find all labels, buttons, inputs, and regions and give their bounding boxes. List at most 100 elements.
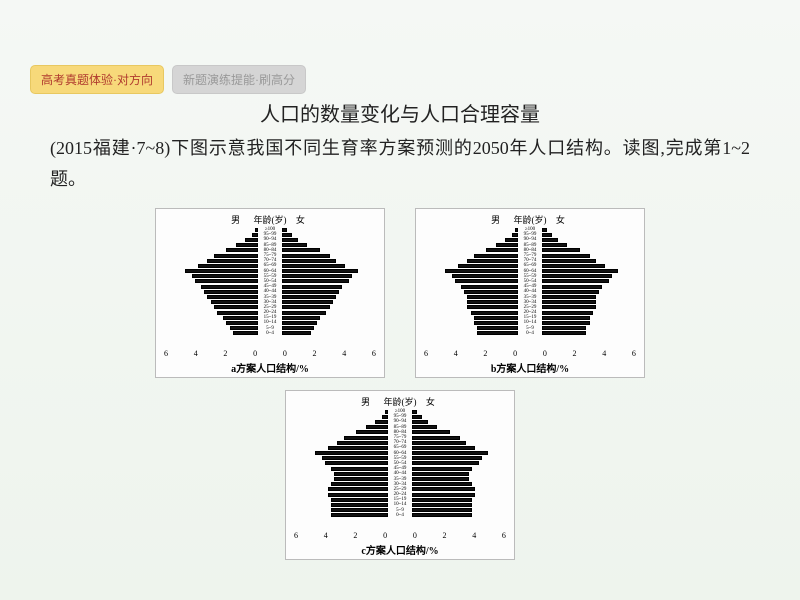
bar-male	[445, 269, 518, 273]
axis-tick: 4	[602, 349, 606, 358]
bar-male	[328, 446, 388, 450]
bar-male	[458, 264, 518, 268]
bar-male	[198, 264, 258, 268]
bar-female	[282, 279, 349, 283]
axis-tick: 2	[443, 531, 447, 540]
bar-female	[412, 420, 428, 424]
bar-female	[542, 305, 596, 309]
bar-female	[412, 446, 475, 450]
page-title: 人口的数量变化与人口合理容量	[50, 98, 750, 127]
bar-male	[505, 238, 518, 242]
bar-female	[412, 467, 472, 471]
bar-male	[331, 503, 388, 507]
age-row: 0~4	[292, 513, 508, 518]
bar-female	[412, 503, 472, 507]
bar-female	[412, 415, 422, 419]
bar-female	[542, 274, 612, 278]
bar-male	[467, 259, 518, 263]
label-male: 男	[231, 213, 240, 226]
axis-tick: 6	[164, 349, 168, 358]
bar-male	[467, 300, 518, 304]
bar-female	[412, 513, 472, 517]
bar-male	[375, 420, 388, 424]
bar-male	[328, 493, 388, 497]
axis-tick: 4	[454, 349, 458, 358]
pyramid-c: 男年龄(岁)女≥10095~9990~9485~8980~8475~7970~7…	[285, 390, 515, 560]
bar-female	[412, 456, 482, 460]
bar-female	[542, 228, 547, 232]
bar-female	[542, 259, 596, 263]
bar-female	[282, 243, 307, 247]
bar-female	[282, 300, 333, 304]
bar-female	[282, 254, 330, 258]
bar-female	[542, 290, 599, 294]
bar-male	[464, 290, 518, 294]
bar-male	[344, 436, 388, 440]
bar-male	[455, 279, 518, 283]
axis-tick: 0	[413, 531, 417, 540]
bar-female	[542, 254, 590, 258]
bar-female	[412, 461, 479, 465]
pyramid-body: ≥10095~9990~9485~8980~8475~7970~7465~696…	[292, 409, 508, 529]
bar-female	[282, 290, 339, 294]
bar-male	[185, 269, 258, 273]
pyramid-body: ≥10095~9990~9485~8980~8475~7970~7465~696…	[162, 227, 378, 347]
axis-tick: 2	[483, 349, 487, 358]
bar-male	[230, 326, 259, 330]
pyramid-caption: a方案人口结构/%	[162, 360, 378, 375]
axis-tick: 6	[502, 531, 506, 540]
axis-tick: 4	[472, 531, 476, 540]
bar-female	[412, 498, 472, 502]
axis-tick: 6	[294, 531, 298, 540]
age-label: 0~4	[518, 331, 542, 336]
bar-female	[412, 410, 417, 414]
bar-female	[282, 316, 320, 320]
axis-tick: 4	[194, 349, 198, 358]
bar-male	[331, 482, 388, 486]
bar-female	[282, 321, 317, 325]
bar-female	[412, 430, 450, 434]
bar-male	[192, 274, 259, 278]
tab-real-questions[interactable]: 高考真题体验·对方向	[30, 65, 164, 94]
bar-male	[356, 430, 388, 434]
bar-female	[282, 259, 336, 263]
bar-female	[542, 279, 609, 283]
bar-male	[195, 279, 258, 283]
bar-female	[412, 436, 460, 440]
bar-male	[325, 461, 388, 465]
bar-female	[282, 331, 311, 335]
bar-female	[282, 264, 345, 268]
bar-female	[542, 269, 618, 273]
bar-female	[542, 316, 590, 320]
bar-male	[474, 316, 518, 320]
bar-male	[204, 290, 258, 294]
bar-male	[201, 285, 258, 289]
bar-female	[282, 248, 320, 252]
bar-female	[542, 311, 593, 315]
axis-tick: 0	[283, 349, 287, 358]
tab-new-practice[interactable]: 新题演练提能·刷高分	[172, 65, 306, 94]
bar-male	[467, 305, 518, 309]
bar-male	[226, 248, 258, 252]
label-age-title: 年龄(岁)	[514, 213, 547, 226]
pyramid-header: 男年龄(岁)女	[292, 395, 508, 409]
bar-female	[542, 285, 602, 289]
pyramid-header: 男年龄(岁)女	[162, 213, 378, 227]
age-label: 0~4	[258, 331, 282, 336]
bar-male	[331, 498, 388, 502]
bar-female	[542, 233, 552, 237]
bar-male	[331, 513, 388, 517]
bar-male	[366, 425, 388, 429]
question-text: (2015福建·7~8)下图示意我国不同生育率方案预测的2050年人口结构。读图…	[50, 133, 750, 194]
bar-female	[412, 451, 488, 455]
bar-male	[214, 254, 258, 258]
age-row: 0~4	[162, 331, 378, 336]
bar-female	[282, 311, 326, 315]
bar-female	[412, 472, 469, 476]
bar-female	[542, 248, 580, 252]
pyramid-caption: b方案人口结构/%	[422, 360, 638, 375]
charts-row-1: 男年龄(岁)女≥10095~9990~9485~8980~8475~7970~7…	[155, 208, 645, 378]
bar-male	[226, 321, 258, 325]
label-age-title: 年龄(岁)	[384, 395, 417, 408]
bar-female	[282, 238, 298, 242]
